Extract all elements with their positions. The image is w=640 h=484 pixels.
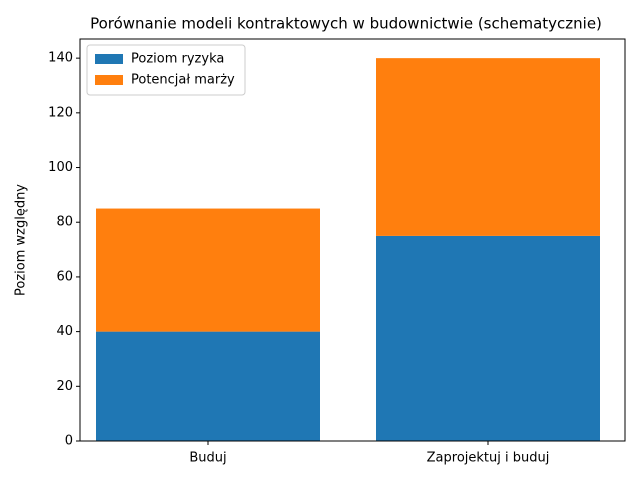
- plot-frame: [79, 38, 626, 442]
- x-tick-label: Buduj: [189, 451, 226, 466]
- y-tick-label: 20: [56, 379, 73, 394]
- legend-swatch: [95, 75, 123, 85]
- y-axis-label: Poziom względny: [14, 184, 29, 296]
- bar-segment: [96, 331, 320, 441]
- y-tick-label: 80: [56, 215, 73, 230]
- chart-title: Porównanie modeli kontraktowych w budown…: [90, 15, 602, 33]
- y-tick-label: 60: [56, 269, 73, 284]
- legend-swatch: [95, 54, 123, 64]
- y-tick-label: 120: [48, 105, 73, 120]
- legend-box: [86, 44, 246, 96]
- bar-segment: [376, 58, 600, 236]
- bar-segment: [96, 208, 320, 332]
- x-tick-label: Zaprojektuj i buduj: [427, 451, 550, 466]
- y-tick-label: 0: [65, 434, 73, 449]
- y-tick-label: 40: [56, 324, 73, 339]
- y-tick-label: 140: [48, 51, 73, 66]
- bar-segment: [376, 235, 600, 441]
- legend-label: Potencjał marży: [131, 73, 235, 88]
- legend-label: Poziom ryzyka: [131, 52, 224, 67]
- y-tick-label: 100: [48, 160, 73, 175]
